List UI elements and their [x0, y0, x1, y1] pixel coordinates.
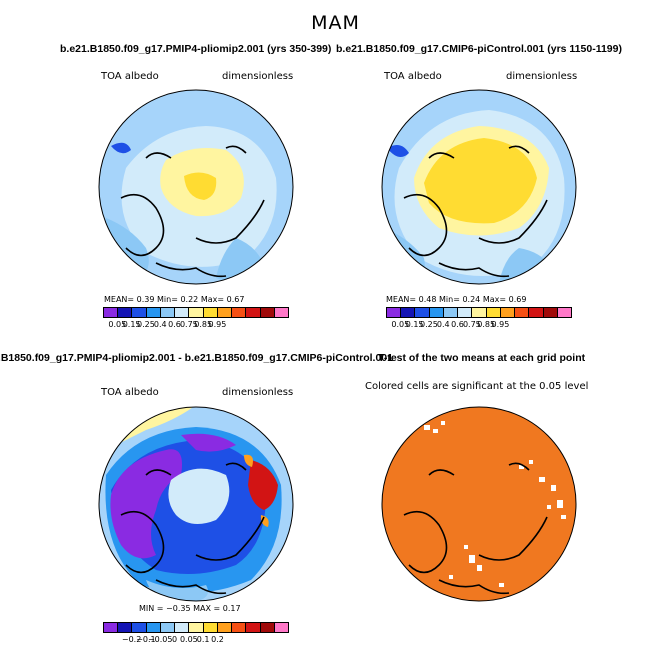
panel3-coastlines [120, 462, 265, 595]
colorbar-swatch [232, 623, 247, 632]
colorbar-swatch [118, 623, 133, 632]
colorbar-swatch [458, 308, 473, 317]
case-title-difference: b.e21.B1850.f09_g17.PMIP4-pliomip2.001 -… [0, 352, 393, 364]
colorbar-tick-label: 0.25 [137, 320, 155, 329]
panel3-polar-map [98, 406, 294, 602]
panel2-ice-core [424, 138, 537, 224]
colorbar-swatch [104, 308, 119, 317]
colorbar-swatch [500, 308, 516, 317]
panel1-ice-core [184, 172, 217, 200]
panel1-stats: MEAN= 0.39 Min= 0.22 Max= 0.67 [104, 295, 245, 304]
colorbar-swatch [246, 308, 261, 317]
panel2-colorbar [386, 307, 572, 318]
colorbar-tick-label: 0.05 [179, 635, 198, 644]
panel2-units: dimensionless [506, 71, 578, 82]
season-title: MAM [311, 12, 360, 34]
panel3-center-pale [168, 468, 230, 524]
colorbar-swatch [443, 308, 459, 317]
colorbar-tick-label: −0.1 [136, 635, 156, 644]
colorbar-swatch [232, 308, 247, 317]
panel3-purple-top [181, 433, 236, 452]
panel3-orange-edge [244, 454, 269, 527]
panel3-variable: TOA albedo [101, 387, 159, 398]
colorbar-tick-label: 0.85 [477, 320, 496, 329]
colorbar-swatch [175, 308, 190, 317]
colorbar-swatch [217, 308, 233, 317]
colorbar-tick-label: −0.05 [147, 635, 173, 644]
colorbar-swatch [486, 308, 501, 317]
panel4-insignificant-cells [424, 421, 566, 587]
panel1-blue-patch [111, 142, 131, 154]
colorbar-tick-label: 0.75 [462, 320, 481, 329]
panel2-stats: MEAN= 0.48 Min= 0.24 Max= 0.69 [386, 295, 527, 304]
colorbar-swatch [401, 308, 416, 317]
colorbar-swatch [543, 308, 558, 317]
colorbar-swatch [557, 308, 572, 317]
panel3-units: dimensionless [222, 387, 294, 398]
colorbar-tick-label: 0.95 [491, 320, 510, 329]
colorbar-swatch [387, 308, 402, 317]
colorbar-swatch [260, 623, 275, 632]
colorbar-swatch [189, 308, 204, 317]
panel2-coastlines [403, 145, 548, 278]
panel3-colorbar [103, 622, 289, 633]
panel4-significance-map [381, 406, 577, 602]
colorbar-swatch [429, 308, 444, 317]
colorbar-tick-label: 0.95 [208, 320, 227, 329]
colorbar-swatch [260, 308, 275, 317]
panel1-coastlines [120, 145, 265, 278]
panel2-blue-patch [387, 144, 409, 157]
panel1-colorbar [103, 307, 289, 318]
colorbar-swatch [189, 623, 204, 632]
colorbar-tick-label: 0.15 [405, 320, 424, 329]
colorbar-swatch [146, 623, 161, 632]
case-title-ttest: T-test of the two means at each grid poi… [378, 352, 586, 364]
colorbar-tick-label: 0.15 [122, 320, 141, 329]
colorbar-tick-label: −0.2 [121, 635, 142, 644]
colorbar-swatch [274, 308, 289, 317]
colorbar-tick-label: 0.25 [420, 320, 438, 329]
colorbar-swatch [515, 308, 530, 317]
colorbar-swatch [146, 308, 161, 317]
colorbar-swatch [175, 623, 190, 632]
colorbar-tick-label: 0 [171, 635, 178, 644]
colorbar-swatch [217, 623, 233, 632]
colorbar-tick-label: 0.85 [194, 320, 213, 329]
panel4-significant-field [382, 407, 576, 601]
colorbar-swatch [132, 308, 147, 317]
colorbar-tick-label: 0.4 [153, 320, 167, 329]
colorbar-swatch [203, 308, 218, 317]
colorbar-swatch [529, 308, 544, 317]
panel3-purple-region [110, 449, 182, 559]
colorbar-swatch [415, 308, 430, 317]
panel1-polar-map [98, 89, 294, 285]
panel1-variable: TOA albedo [101, 71, 159, 82]
colorbar-tick-label: 0.1 [196, 635, 210, 644]
panel4-note: Colored cells are significant at the 0.0… [365, 381, 589, 392]
colorbar-swatch [274, 623, 289, 632]
colorbar-swatch [160, 308, 176, 317]
colorbar-tick-label: 0.05 [108, 320, 127, 329]
panel2-variable: TOA albedo [384, 71, 442, 82]
case-title-left: b.e21.B1850.f09_g17.PMIP4-pliomip2.001 (… [60, 43, 332, 55]
panel3-stats: MIN = −0.35 MAX = 0.17 [139, 604, 241, 613]
colorbar-swatch [472, 308, 487, 317]
colorbar-swatch [160, 623, 176, 632]
colorbar-swatch [246, 623, 261, 632]
colorbar-swatch [203, 623, 218, 632]
panel3-red-region [248, 460, 278, 510]
colorbar-swatch [132, 623, 147, 632]
panel4-coastlines [403, 462, 548, 595]
colorbar-tick-label: 0.05 [391, 320, 410, 329]
colorbar-tick-label: 0.6 [168, 320, 181, 329]
case-title-right: b.e21.B1850.f09_g17.CMIP6-piControl.001 … [336, 43, 622, 55]
colorbar-tick-label: 0.75 [179, 320, 198, 329]
panel2-polar-map [381, 89, 577, 285]
panel1-units: dimensionless [222, 71, 294, 82]
colorbar-swatch [118, 308, 133, 317]
colorbar-tick-label: 0.2 [211, 635, 224, 644]
colorbar-tick-label: 0.4 [436, 320, 450, 329]
colorbar-tick-label: 0.6 [451, 320, 464, 329]
colorbar-swatch [104, 623, 119, 632]
